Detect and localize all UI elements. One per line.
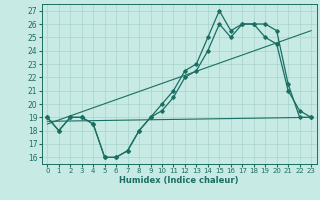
X-axis label: Humidex (Indice chaleur): Humidex (Indice chaleur) (119, 176, 239, 185)
